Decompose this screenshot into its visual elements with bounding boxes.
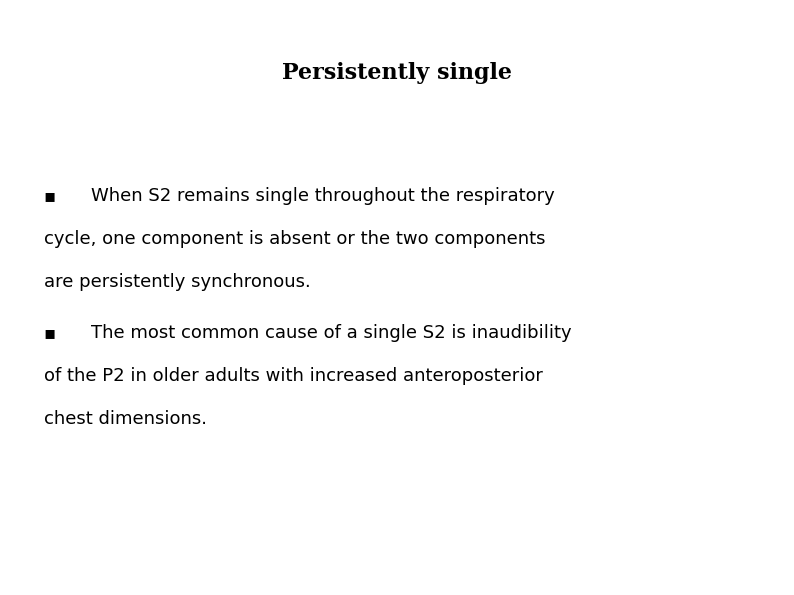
- Text: ▪: ▪: [44, 324, 56, 342]
- Text: Persistently single: Persistently single: [282, 62, 512, 84]
- Text: cycle, one component is absent or the two components: cycle, one component is absent or the tw…: [44, 230, 545, 248]
- Text: When S2 remains single throughout the respiratory: When S2 remains single throughout the re…: [91, 187, 555, 205]
- Text: of the P2 in older adults with increased anteroposterior: of the P2 in older adults with increased…: [44, 367, 542, 385]
- Text: The most common cause of a single S2 is inaudibility: The most common cause of a single S2 is …: [91, 324, 572, 342]
- Text: chest dimensions.: chest dimensions.: [44, 410, 206, 428]
- Text: ▪: ▪: [44, 187, 56, 205]
- Text: are persistently synchronous.: are persistently synchronous.: [44, 273, 310, 291]
